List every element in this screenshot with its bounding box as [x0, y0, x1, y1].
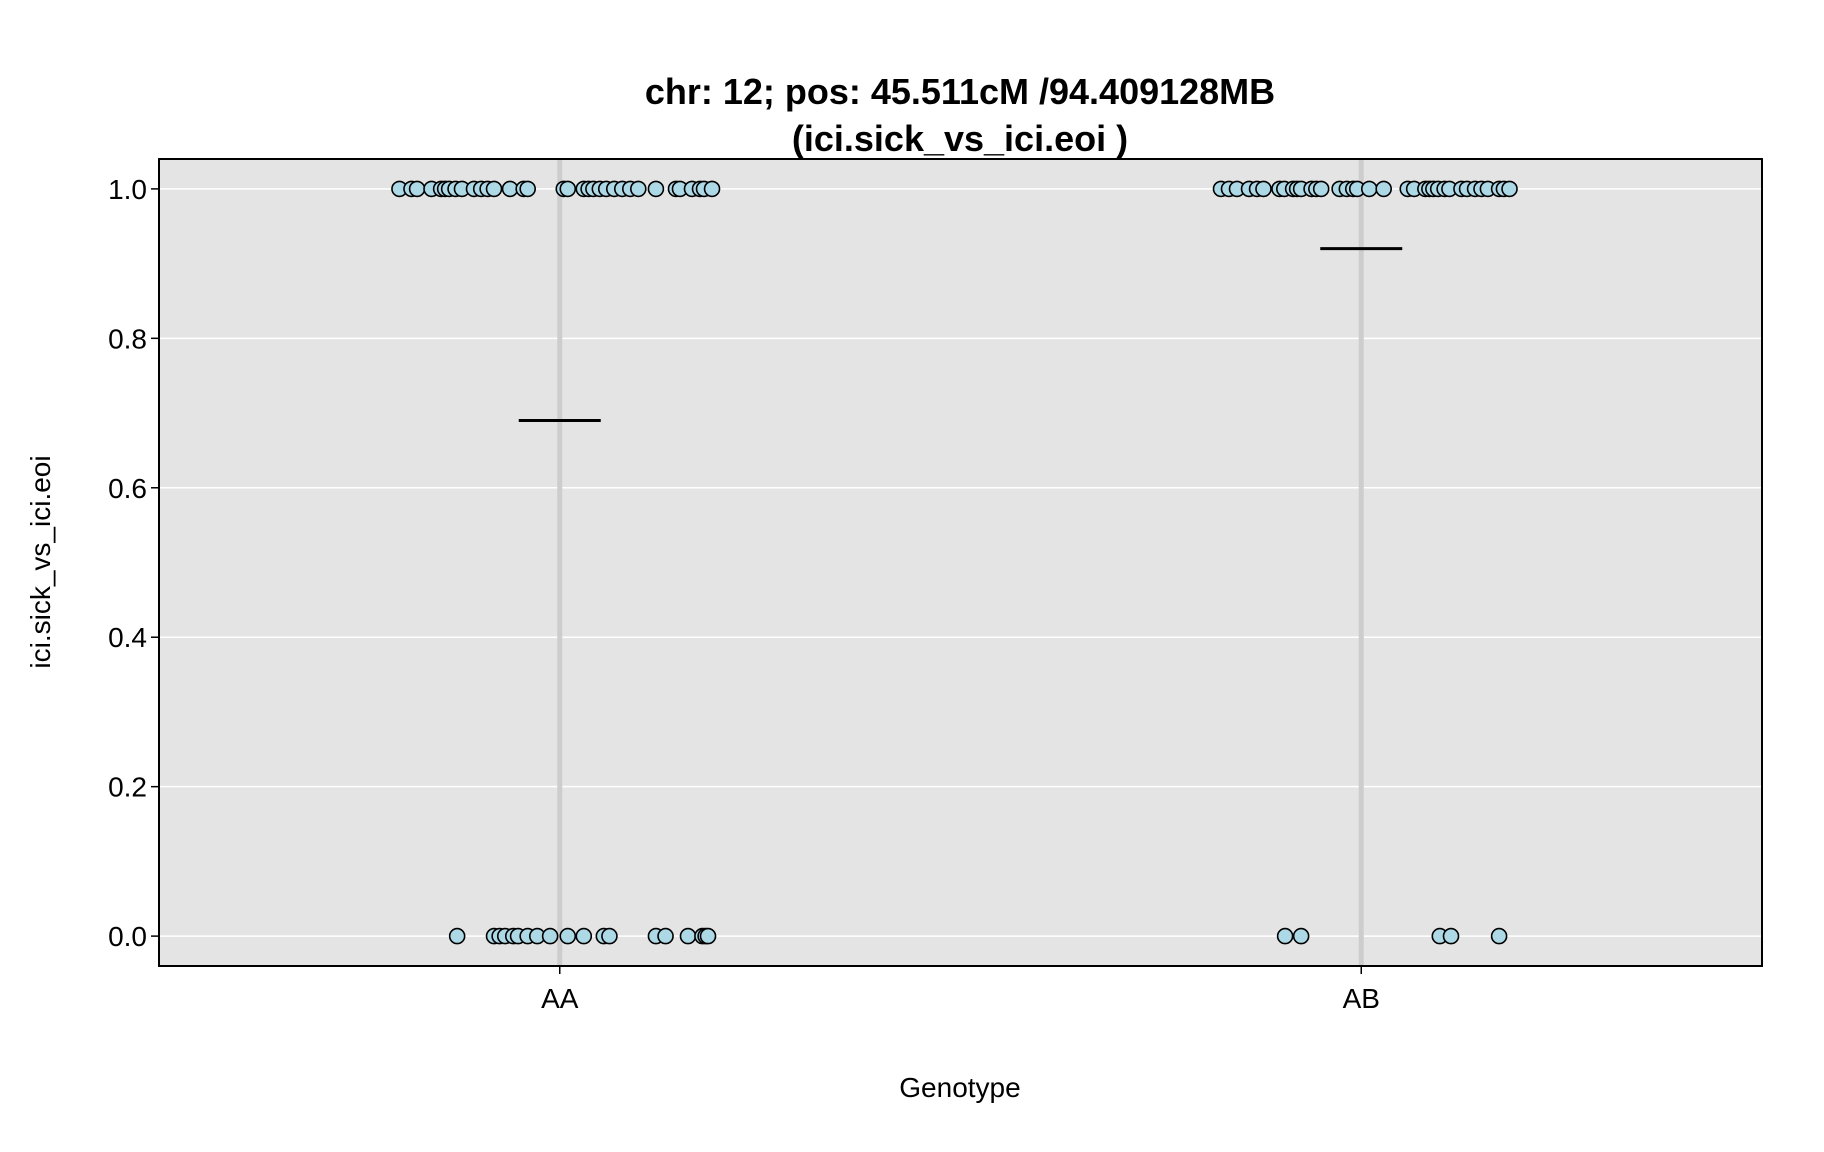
plot-frame: [158, 158, 1763, 967]
y-tick-labels: 0.0 0.2 0.4 0.6 0.8 1.0: [108, 174, 159, 952]
y-tick-label: 0.2: [108, 772, 147, 803]
y-tick-label: 0.4: [108, 622, 147, 653]
chart-title: chr: 12; pos: 45.511cM /94.409128MB: [645, 71, 1275, 112]
data-point: [679, 927, 697, 945]
data-point: [647, 180, 665, 198]
data-point: [699, 927, 717, 945]
data-point: [1312, 180, 1330, 198]
data-point: [1501, 180, 1518, 198]
data-point: [485, 180, 503, 198]
data-points: [391, 180, 1518, 945]
data-point: [559, 180, 577, 198]
data-point: [1360, 180, 1378, 198]
data-point: [448, 927, 466, 945]
data-point: [501, 180, 519, 198]
x-tick-label: AB: [1343, 983, 1380, 1014]
data-point: [1375, 180, 1392, 198]
data-point: [1490, 927, 1508, 945]
y-tick-label: 0.6: [108, 473, 147, 504]
y-axis-label: ici.sick_vs_ici.eoi: [25, 455, 56, 668]
y-tick-label: 0.0: [108, 921, 147, 952]
data-point: [601, 927, 618, 945]
x-tick-label: AA: [541, 983, 579, 1014]
data-point: [1442, 927, 1460, 945]
y-tick-label: 0.8: [108, 323, 147, 354]
data-point: [541, 927, 559, 945]
data-point: [559, 927, 577, 945]
category-lines: [557, 159, 1364, 966]
chart-subtitle: (ici.sick_vs_ici.eoi ): [792, 118, 1128, 159]
data-point: [519, 180, 536, 198]
data-point: [703, 180, 721, 198]
data-point: [1276, 927, 1294, 945]
data-point: [629, 180, 647, 198]
data-point: [657, 927, 674, 945]
x-tick-labels: AA AB: [541, 966, 1380, 1014]
data-point: [575, 927, 593, 945]
data-point: [408, 180, 426, 198]
data-point: [1292, 927, 1310, 945]
y-tick-label: 1.0: [108, 174, 147, 205]
plot-panel: [159, 159, 1762, 966]
x-axis-label: Genotype: [899, 1072, 1020, 1103]
mean-lines: [518, 247, 1403, 423]
data-point: [1255, 180, 1272, 198]
